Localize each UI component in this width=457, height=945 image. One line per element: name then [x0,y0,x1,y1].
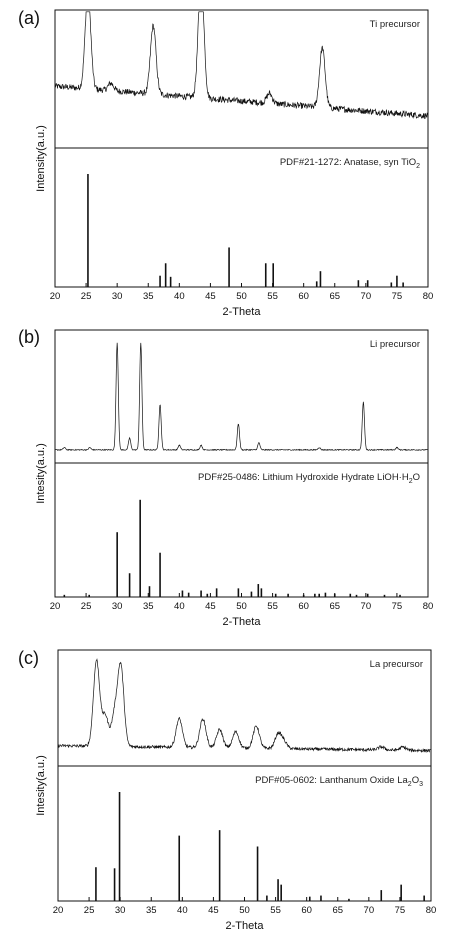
panel-1: (a) Ti precursor PDF#21-1272: Anatase, syn… [18,8,433,318]
x-tick-label: 60 [301,905,312,916]
x-tick-label: 40 [177,905,188,916]
x-tick-label: 30 [112,601,123,612]
x-tick-label: 75 [392,291,403,302]
x-tick-label: 40 [174,291,185,302]
x-tick-label: 80 [423,601,434,612]
x-tick-label: 80 [426,905,437,916]
y-axis-title: Intensity(a.u.) [35,125,47,192]
x-tick-label: 20 [53,905,64,916]
x-tick-label: 25 [81,291,92,302]
x-tick-label: 70 [361,601,372,612]
sample-label: Ti precursor [370,19,420,30]
reference-label: PDF#05-0602: Lanthanum Oxide La2O3 [255,775,423,788]
x-tick-label: 50 [236,291,247,302]
sample-label: Li precursor [370,339,420,350]
x-tick-label: 65 [329,291,340,302]
sample-label: La precursor [370,659,423,670]
panel-2: (b) Li precursor PDF#25-0486: Lithium Hydr… [18,327,433,628]
reference-label: PDF#21-1272: Anatase, syn TiO2 [280,157,420,170]
x-tick-label: 50 [239,905,250,916]
x-axis-title: 2-Theta [226,920,265,932]
x-tick-label: 55 [267,601,278,612]
x-tick-label: 35 [143,291,154,302]
x-axis-title: 2-Theta [223,616,262,628]
x-tick-label: 45 [208,905,219,916]
x-tick-label: 20 [50,291,61,302]
x-tick-label: 50 [236,601,247,612]
x-tick-label: 65 [332,905,343,916]
x-tick-label: 70 [364,905,375,916]
x-tick-label: 25 [81,601,92,612]
x-tick-label: 70 [361,291,372,302]
xrd-pattern-line [54,342,429,452]
x-tick-label: 25 [84,905,95,916]
x-tick-label: 60 [298,291,309,302]
x-tick-label: 35 [146,905,157,916]
x-tick-label: 30 [112,291,123,302]
panel-label: (a) [18,8,40,28]
y-axis-title: Intesity(a.u.) [35,755,47,816]
x-tick-label: 75 [392,601,403,612]
x-tick-label: 80 [423,291,434,302]
x-tick-label: 40 [174,601,185,612]
x-tick-label: 55 [270,905,281,916]
panel-label: (b) [18,327,40,347]
panel-label: (c) [18,648,39,668]
x-tick-label: 35 [143,601,154,612]
panel-3: (c) La precursor PDF#05-0602: Lanthanum Ox… [18,648,436,932]
xrd-pattern-line [54,11,429,120]
xrd-pattern-line [57,658,432,754]
x-tick-label: 60 [298,601,309,612]
x-tick-label: 75 [395,905,406,916]
x-tick-label: 20 [50,601,61,612]
reference-label: PDF#25-0486: Lithium Hydroxide Hydrate L… [198,472,420,485]
y-axis-title: Intesity(a.u.) [35,443,47,504]
x-tick-label: 45 [205,601,216,612]
x-tick-label: 45 [205,291,216,302]
x-axis-title: 2-Theta [223,306,262,318]
x-tick-label: 30 [115,905,126,916]
x-tick-label: 55 [267,291,278,302]
x-tick-label: 65 [329,601,340,612]
